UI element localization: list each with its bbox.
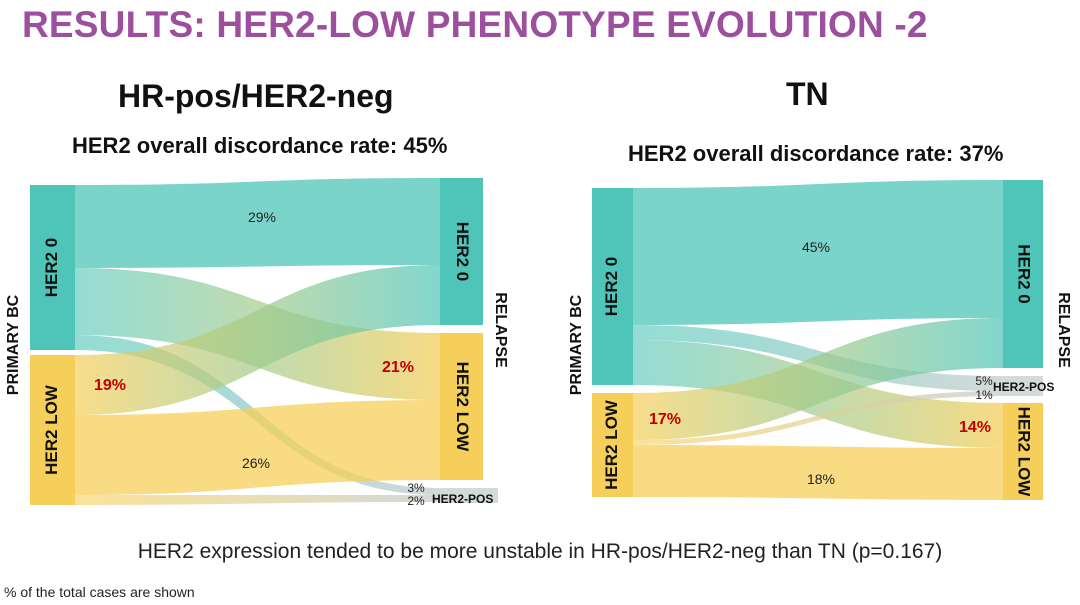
source-node-her2-low xyxy=(30,355,75,505)
flow-percentage-label: 19% xyxy=(94,377,126,394)
target-node-label: HER2-POS xyxy=(432,492,493,506)
target-node-her2-0 xyxy=(1003,180,1043,368)
flow-percentage-label: 26% xyxy=(242,455,270,471)
flow-percentage-label: 45% xyxy=(802,239,830,255)
target-node-her2-pos xyxy=(1003,376,1043,396)
axis-label-primary-bc: PRIMARY BC xyxy=(568,294,585,395)
axis-label-primary-bc: PRIMARY BC xyxy=(5,294,22,395)
flow-percentage-label: 17% xyxy=(649,411,681,428)
footer-conclusion: HER2 expression tended to be more unstab… xyxy=(137,540,943,563)
flow-percentage-label: 1% xyxy=(975,388,993,402)
source-node-label: HER2 0 xyxy=(602,257,621,317)
target-node-her2-low xyxy=(1003,403,1043,500)
target-node-label: HER2 LOW xyxy=(453,362,472,453)
discordance-rate-hr-pos: HER2 overall discordance rate: 45% xyxy=(72,133,448,158)
source-node-label: HER2 LOW xyxy=(42,384,61,475)
flow-percentage-label: 21% xyxy=(382,359,414,376)
target-node-label: HER2 0 xyxy=(1015,244,1034,304)
flow-her2-low-to-her2-low xyxy=(633,445,1003,500)
flow-her2-low-to-her2-pos xyxy=(633,391,1003,445)
source-node-label: HER2 0 xyxy=(42,238,61,298)
discordance-rate-tn: HER2 overall discordance rate: 37% xyxy=(628,141,1004,166)
target-node-her2-0 xyxy=(440,178,483,325)
flow-percentage-label: 18% xyxy=(807,471,835,487)
flow-her2-0-to-her2-0 xyxy=(75,178,440,268)
panel-heading-tn: TN xyxy=(786,76,829,112)
footnote: % of the total cases are shown xyxy=(4,584,195,600)
target-node-label: HER2-POS xyxy=(993,380,1054,394)
target-node-label: HER2 LOW xyxy=(1015,407,1034,498)
axis-label-relapse: RELAPSE xyxy=(492,292,509,368)
source-node-her2-0 xyxy=(592,188,633,385)
target-node-label: HER2 0 xyxy=(453,222,472,282)
slide-title: RESULTS: HER2-LOW PHENOTYPE EVOLUTION -2 xyxy=(22,4,928,45)
source-node-label: HER2 LOW xyxy=(602,399,621,490)
flow-percentage-label: 14% xyxy=(959,419,991,436)
flow-her2-low-to-her2-low xyxy=(75,400,440,495)
flow-her2-low-to-her2-0 xyxy=(75,265,440,415)
flow-percentage-label: 5% xyxy=(975,374,993,388)
flow-percentage-label: 29% xyxy=(248,209,276,225)
panel-heading-hr-pos: HR-pos/HER2-neg xyxy=(118,78,394,114)
flow-her2-low-to-her2-pos xyxy=(75,495,440,505)
flow-her2-low-to-her2-0 xyxy=(633,318,1003,440)
flow-her2-0-to-her2-0 xyxy=(633,180,1003,325)
axis-label-relapse: RELAPSE xyxy=(1055,292,1072,368)
flow-percentage-label: 2% xyxy=(407,494,425,508)
flow-percentage-label: 3% xyxy=(407,481,425,495)
source-node-her2-low xyxy=(592,393,633,497)
target-node-her2-pos xyxy=(440,488,498,503)
source-node-her2-0 xyxy=(30,185,75,350)
target-node-her2-low xyxy=(440,333,483,480)
